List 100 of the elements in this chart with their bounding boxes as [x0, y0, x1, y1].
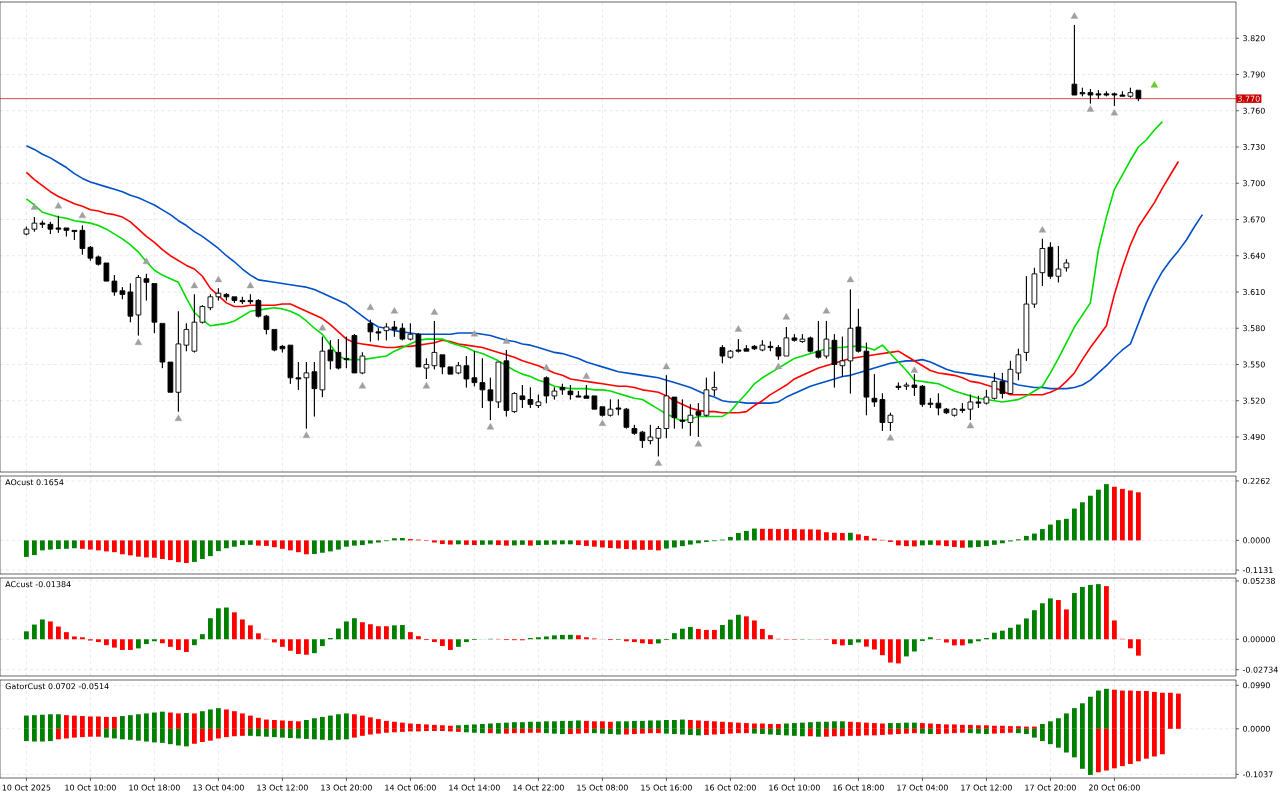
bar — [544, 636, 549, 640]
candlestick — [863, 342, 870, 416]
bar — [688, 720, 693, 729]
candlestick — [671, 396, 678, 429]
bar — [928, 723, 933, 729]
bar — [752, 723, 757, 729]
bar — [1128, 639, 1133, 649]
bar — [576, 728, 581, 734]
bar — [952, 724, 957, 729]
candlestick — [487, 377, 494, 421]
bar — [944, 728, 949, 734]
bar — [904, 540, 909, 547]
point — [358, 382, 367, 389]
bar — [928, 728, 933, 735]
bar — [352, 540, 357, 546]
point — [390, 307, 399, 314]
bar — [760, 728, 765, 735]
bar — [488, 540, 493, 545]
candlestick — [887, 412, 894, 432]
bar — [912, 639, 917, 652]
bar — [344, 540, 349, 547]
bar — [376, 540, 381, 543]
bar — [912, 722, 917, 729]
bar — [208, 728, 213, 741]
bar — [296, 721, 301, 729]
candlestick — [871, 373, 878, 408]
bar — [480, 723, 485, 729]
candlestick — [399, 322, 406, 341]
bar — [824, 721, 829, 729]
bar — [592, 721, 597, 729]
bar — [32, 624, 37, 640]
bar — [240, 540, 245, 546]
bar — [264, 728, 269, 737]
bar — [856, 639, 861, 643]
point — [1038, 226, 1047, 233]
point — [1086, 105, 1095, 112]
bar — [840, 721, 845, 729]
bar — [1136, 639, 1141, 656]
bar — [96, 540, 101, 551]
point — [246, 281, 255, 289]
point — [318, 324, 327, 331]
bar — [104, 639, 109, 646]
bar — [1024, 728, 1029, 735]
candlestick — [63, 227, 70, 237]
bar — [576, 720, 581, 729]
candlestick — [295, 361, 302, 391]
bar — [192, 639, 197, 646]
bar — [232, 540, 237, 547]
bar — [904, 728, 909, 734]
bar — [168, 540, 173, 561]
bar — [200, 711, 205, 729]
candlestick — [975, 395, 982, 409]
bar — [184, 540, 189, 563]
candlestick — [1063, 258, 1070, 272]
bar — [400, 538, 405, 541]
bar — [1000, 630, 1005, 640]
point — [302, 431, 311, 438]
bar — [872, 639, 877, 650]
bar — [1024, 726, 1029, 729]
bar — [736, 722, 741, 729]
bar — [1048, 524, 1053, 541]
bar — [616, 540, 621, 549]
bar — [248, 728, 253, 736]
bar — [536, 540, 541, 546]
candlestick — [575, 390, 582, 398]
bar — [1072, 593, 1077, 640]
bar — [896, 728, 901, 735]
candlestick — [839, 336, 846, 378]
bar — [384, 626, 389, 640]
bar — [1112, 620, 1117, 640]
candlestick — [687, 403, 694, 437]
bar — [200, 728, 205, 742]
bar — [840, 728, 845, 737]
point — [142, 257, 151, 264]
bar — [384, 720, 389, 729]
bar — [832, 728, 837, 737]
point — [774, 362, 783, 370]
bar — [720, 625, 725, 640]
bar — [552, 540, 557, 545]
bar — [480, 540, 485, 545]
bar — [600, 540, 605, 548]
candlestick — [583, 384, 590, 399]
bar — [392, 625, 397, 640]
bar — [648, 728, 653, 734]
candlestick — [527, 386, 534, 409]
bar — [568, 720, 573, 729]
candlestick — [711, 371, 718, 397]
bar — [336, 628, 341, 640]
bar — [432, 639, 437, 643]
candlestick — [1031, 267, 1038, 309]
candlestick — [447, 366, 454, 375]
candlestick — [919, 384, 926, 408]
bar — [840, 639, 845, 646]
candlestick — [719, 344, 726, 364]
point — [654, 459, 663, 466]
candlestick — [631, 424, 638, 435]
bar — [912, 540, 917, 547]
candlestick — [535, 394, 542, 409]
bar — [464, 724, 469, 729]
bar — [1048, 598, 1053, 640]
